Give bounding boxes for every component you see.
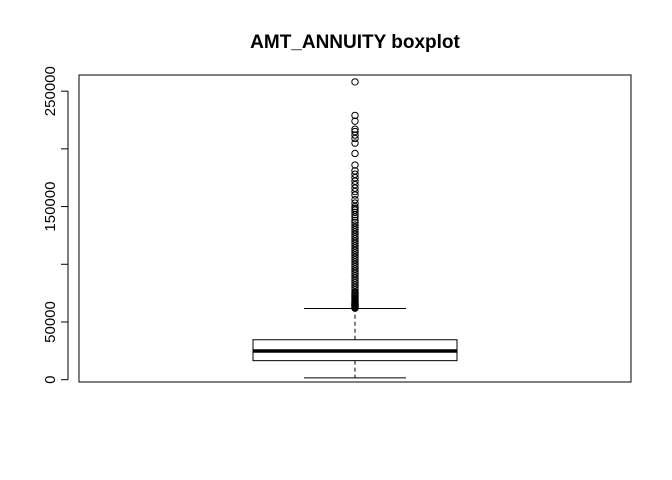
outlier-point	[351, 279, 359, 287]
boxplot-marks	[252, 78, 458, 379]
outlier-point	[351, 265, 359, 273]
outlier-point	[351, 161, 359, 169]
outlier-point	[351, 249, 359, 257]
outlier-point	[351, 117, 359, 125]
outlier-point	[351, 239, 359, 248]
outlier-point	[351, 219, 359, 227]
outlier-point	[351, 269, 359, 278]
y-tick-label: 150000	[42, 182, 59, 232]
outlier-point	[351, 131, 359, 139]
outlier-point	[351, 199, 359, 207]
outlier-point	[351, 251, 359, 259]
outlier-point	[351, 232, 359, 241]
outlier-point	[351, 134, 359, 143]
outlier-point	[351, 195, 359, 204]
outlier-point	[351, 213, 359, 221]
outlier-point	[351, 242, 359, 250]
outlier-point	[351, 127, 359, 136]
outlier-point	[351, 191, 359, 199]
y-tick-label: 50000	[42, 301, 59, 343]
outlier-point	[351, 223, 359, 232]
outlier-point	[351, 170, 359, 178]
outlier-point	[351, 235, 359, 243]
y-axis: 0 50000 150000 250000	[42, 66, 69, 384]
outlier-point	[351, 281, 359, 289]
outlier-point	[351, 253, 359, 262]
chart-title: AMT_ANNUITY boxplot	[250, 32, 460, 53]
y-tick-label: 250000	[42, 66, 59, 116]
outlier-point	[351, 221, 359, 229]
outlier-point	[351, 260, 359, 268]
outlier-point	[351, 149, 359, 158]
outlier-point	[351, 174, 359, 182]
outlier-point	[351, 111, 359, 120]
outlier-point	[351, 177, 359, 185]
outlier-point	[351, 288, 359, 296]
outlier-point	[351, 187, 359, 196]
outlier-point	[351, 202, 359, 211]
outlier-point	[351, 237, 359, 245]
outlier-point	[351, 125, 359, 133]
outlier-point	[351, 228, 359, 236]
outlier-point	[351, 285, 359, 294]
outlier-point	[351, 255, 359, 264]
outlier-point	[351, 258, 359, 266]
outlier-point	[351, 180, 359, 189]
outlier-point	[351, 262, 359, 271]
outlier-point	[351, 246, 359, 255]
outlier-point	[351, 244, 359, 252]
outlier-point	[351, 272, 359, 280]
outlier-point	[351, 139, 359, 147]
outlier-point	[351, 78, 359, 86]
outlier-point	[351, 230, 359, 238]
outlier-point	[351, 225, 359, 234]
outlier-point	[351, 267, 359, 275]
outlier-point	[351, 283, 359, 292]
y-tick-label: 0	[42, 376, 59, 384]
outlier-point	[351, 167, 359, 175]
outlier-point	[351, 274, 359, 282]
outlier-point	[351, 184, 359, 192]
outlier-point	[351, 208, 359, 217]
outlier-point	[351, 276, 359, 285]
outlier-point	[351, 216, 359, 225]
plot-frame	[78, 74, 632, 383]
